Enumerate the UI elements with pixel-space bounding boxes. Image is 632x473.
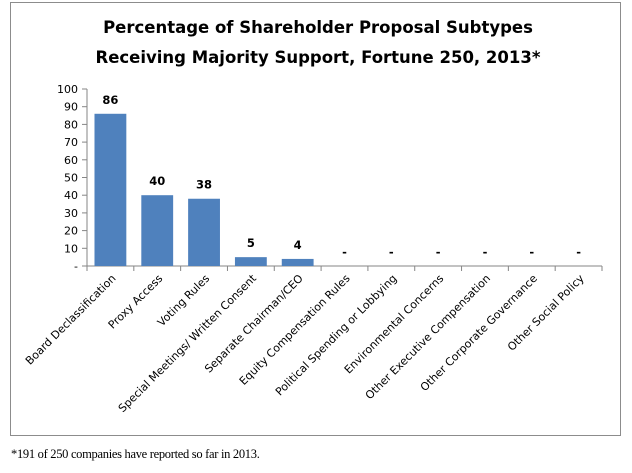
data-label: - [529,245,534,259]
data-label: - [436,245,441,259]
y-tick-label: 40 [64,189,78,202]
y-tick-label: 10 [64,242,78,255]
y-tick-label: 20 [64,225,78,238]
data-label: - [576,245,581,259]
data-label: - [483,245,488,259]
y-tick-label: 50 [64,172,78,185]
footnote: *191 of 250 companies have reported so f… [11,447,260,461]
data-label: - [389,245,394,259]
category-label: Board Declassification [23,272,119,368]
bar [94,113,127,266]
data-label: - [342,245,347,259]
data-label: 40 [149,174,165,188]
chart-frame [10,2,621,436]
bar [141,195,174,266]
y-tick-label: 80 [64,118,78,131]
data-label: 38 [196,178,212,192]
data-label: 5 [247,236,255,250]
y-tick-label: 90 [64,101,78,114]
data-label: 86 [102,93,118,107]
bar [188,198,220,266]
y-tick-label: - [74,260,78,273]
y-tick-label: 100 [57,83,78,96]
y-tick-label: 30 [64,207,78,220]
y-tick-label: 60 [64,154,78,167]
y-tick-label: 70 [64,136,78,149]
chart-title-line-2: Receiving Majority Support, Fortune 250,… [96,48,541,67]
bar [234,257,267,266]
chart-title-line-1: Percentage of Shareholder Proposal Subty… [103,18,533,37]
bar [281,258,314,266]
data-label: 4 [294,238,302,252]
